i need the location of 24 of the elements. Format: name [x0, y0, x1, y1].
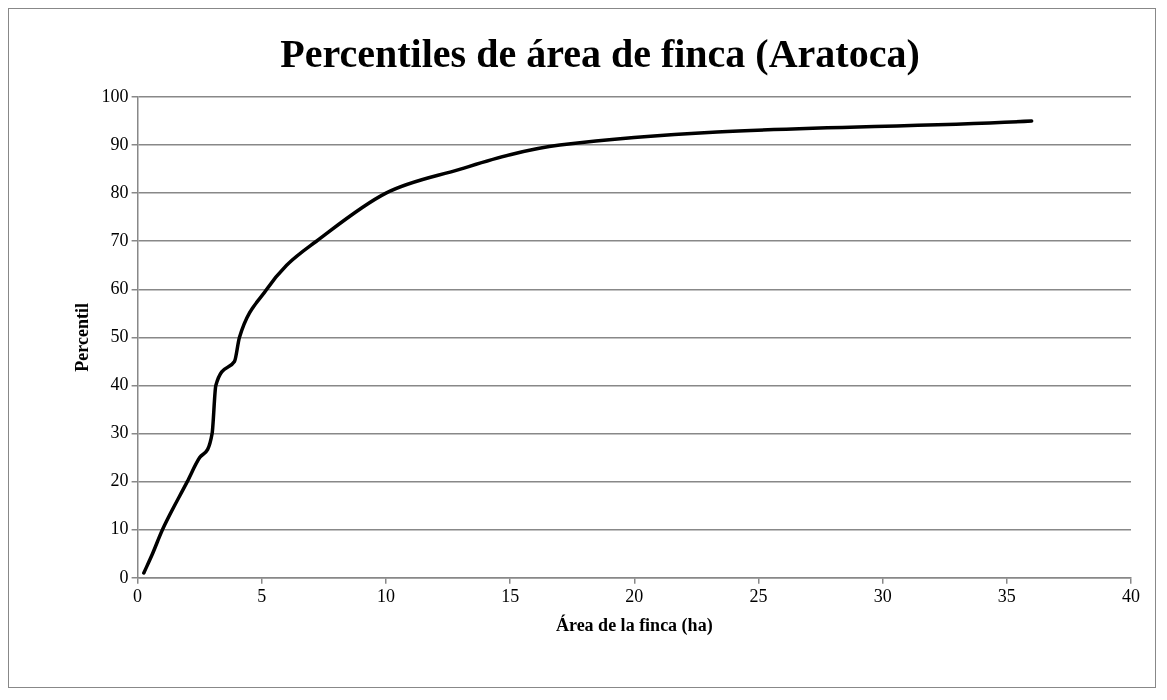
- x-tick-label: 20: [625, 586, 644, 607]
- y-axis-title: Percentil: [72, 303, 93, 372]
- chart-title: Percentiles de área de finca (Aratoca): [280, 31, 920, 77]
- x-tick-label: 30: [873, 586, 892, 607]
- line-series: [142, 119, 1034, 575]
- y-tick-label: 30: [110, 422, 129, 443]
- x-tick-label: 5: [257, 586, 267, 607]
- x-tick-label: 15: [501, 586, 520, 607]
- x-tick-label: 35: [997, 586, 1016, 607]
- y-tick-label: 60: [110, 278, 129, 299]
- x-axis-title: Área de la finca (ha): [555, 613, 713, 636]
- x-tick-label: 10: [376, 586, 395, 607]
- y-tick-label: 40: [110, 374, 129, 395]
- x-tick-label: 0: [133, 586, 143, 607]
- y-tick-label: 20: [110, 470, 129, 491]
- y-tick-label: 10: [110, 518, 129, 539]
- y-tick-label: 80: [110, 181, 129, 202]
- y-tick-label: 90: [110, 133, 129, 154]
- y-tick-label: 70: [110, 229, 129, 250]
- x-tick-label: 40: [1122, 586, 1140, 607]
- y-tick-label: 0: [119, 566, 129, 587]
- y-tick-label: 100: [101, 85, 129, 106]
- y-tick-label: 50: [110, 326, 129, 347]
- x-tick-label: 25: [749, 586, 768, 607]
